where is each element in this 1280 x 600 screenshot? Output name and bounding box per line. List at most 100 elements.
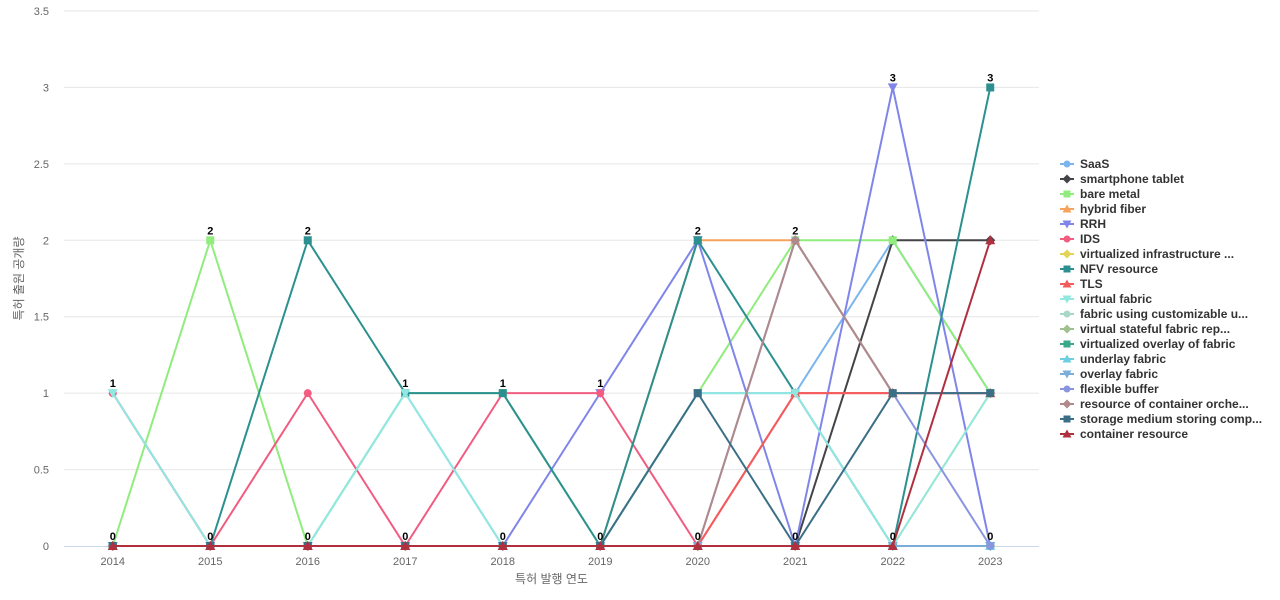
x-tick-label: 2020	[686, 556, 710, 568]
data-point	[888, 236, 897, 245]
data-point	[206, 236, 215, 245]
legend-item-resource-of-container-orche[interactable]: resource of container orche...	[1060, 397, 1249, 411]
data-point	[497, 541, 508, 550]
y-tick-label: 2	[43, 235, 49, 247]
data-label: 0	[207, 531, 213, 543]
series-group	[107, 83, 996, 551]
legend-symbol	[1062, 174, 1072, 184]
x-tick-label: 2017	[393, 556, 417, 568]
grid-lines	[64, 10, 1039, 471]
legend-label: flexible buffer	[1080, 382, 1159, 396]
series-line	[112, 239, 992, 547]
legend-item-flexible-buffer[interactable]: flexible buffer	[1060, 382, 1159, 396]
legend-symbol	[1063, 340, 1071, 348]
legend-label: virtual fabric	[1080, 292, 1152, 306]
data-point	[693, 236, 702, 245]
data-label: 0	[402, 531, 408, 543]
legend-symbol	[1063, 265, 1071, 273]
data-point	[888, 389, 897, 398]
data-point	[790, 541, 801, 550]
legend-item-hybrid-fiber[interactable]: hybrid fiber	[1060, 202, 1146, 216]
data-label: 0	[500, 531, 506, 543]
data-point	[986, 542, 995, 550]
data-label: 0	[305, 531, 311, 543]
legend-label: virtual stateful fabric rep...	[1080, 322, 1230, 336]
data-point	[692, 541, 703, 550]
legend-symbol	[1062, 370, 1072, 379]
data-point	[887, 83, 898, 93]
data-point	[400, 389, 411, 399]
data-label: 0	[695, 531, 701, 543]
legend-symbol	[1062, 354, 1072, 363]
legend-item-virtual-stateful-fabric-rep[interactable]: virtual stateful fabric rep...	[1060, 322, 1230, 336]
legend-symbol	[1062, 399, 1072, 409]
legend-label: overlay fabric	[1080, 367, 1158, 381]
legend-item-virtual-fabric[interactable]: virtual fabric	[1060, 292, 1152, 306]
data-point	[693, 389, 702, 398]
legend-symbol	[1062, 249, 1072, 259]
legend-label: IDS	[1080, 232, 1100, 246]
y-tick-label: 0.5	[34, 465, 49, 477]
y-axis-title: 특허 출원 공개량	[12, 237, 26, 321]
data-label: 0	[987, 531, 993, 543]
legend-item-overlay-fabric[interactable]: overlay fabric	[1060, 367, 1158, 381]
series-container-resource	[107, 235, 996, 550]
legend-item-rrh[interactable]: RRH	[1060, 217, 1106, 231]
x-tick-label: 2022	[881, 556, 905, 568]
data-point	[985, 235, 996, 245]
data-label: 1	[110, 378, 116, 390]
legend-item-ids[interactable]: IDS	[1060, 232, 1100, 246]
data-label: 1	[402, 378, 408, 390]
legend-symbol	[1063, 190, 1071, 198]
x-tick-label: 2016	[296, 556, 320, 568]
data-label: 2	[695, 225, 701, 237]
y-tick-label: 1.5	[34, 312, 49, 324]
legend-label: hybrid fiber	[1080, 202, 1146, 216]
legend-item-virtualized-infrastructure[interactable]: virtualized infrastructure ...	[1060, 247, 1234, 261]
data-point	[107, 389, 118, 399]
data-point	[302, 541, 313, 550]
legend-symbol	[1063, 385, 1071, 393]
x-tick-label: 2018	[491, 556, 515, 568]
legend-label: SaaS	[1080, 157, 1109, 171]
legend-label: bare metal	[1080, 187, 1140, 201]
data-point	[887, 541, 898, 550]
data-label: 0	[792, 531, 798, 543]
data-label: 0	[110, 531, 116, 543]
legend-symbol	[1063, 160, 1071, 168]
legend-symbol	[1062, 295, 1072, 304]
x-tick-label: 2019	[588, 556, 612, 568]
x-axis-ticks: 2014 2015 2016 2017 2018 2019 2020 2021 2022 2023	[101, 556, 1003, 568]
legend-item-virtualized-overlay-of-fabric[interactable]: virtualized overlay of fabric	[1060, 337, 1236, 351]
y-tick-label: 0	[43, 541, 49, 553]
y-tick-label: 2.5	[34, 159, 49, 171]
data-point	[790, 389, 801, 399]
legend-item-saas[interactable]: SaaS	[1060, 157, 1109, 171]
legend-item-tls[interactable]: TLS	[1060, 277, 1103, 291]
legend-item-fabric-using-customizable-u[interactable]: fabric using customizable u...	[1060, 307, 1248, 321]
x-tick-label: 2014	[101, 556, 125, 568]
legend-symbol	[1062, 429, 1072, 438]
x-tick-label: 2015	[198, 556, 222, 568]
data-point	[303, 389, 312, 398]
legend-item-nfv-resource[interactable]: NFV resource	[1060, 262, 1158, 276]
legend-label: container resource	[1080, 427, 1188, 441]
data-label: 1	[597, 378, 603, 390]
legend-item-bare-metal[interactable]: bare metal	[1060, 187, 1140, 201]
data-point	[986, 389, 995, 398]
legend-symbol	[1062, 204, 1072, 213]
legend-label: resource of container orche...	[1080, 397, 1249, 411]
legend-item-smartphone-tablet[interactable]: smartphone tablet	[1060, 172, 1184, 186]
legend-item-underlay-fabric[interactable]: underlay fabric	[1060, 352, 1166, 366]
data-labels: 1 2 2 1 1 1 2 2 3 3 0 0 0 0 0 0 0 0 0 0	[110, 72, 994, 543]
legend-label: NFV resource	[1080, 262, 1158, 276]
data-label: 0	[890, 531, 896, 543]
y-tick-label: 3	[43, 82, 49, 94]
legend-symbol	[1063, 415, 1071, 423]
legend-label: TLS	[1080, 277, 1103, 291]
legend-item-storage-medium-storing-comp[interactable]: storage medium storing comp...	[1060, 412, 1262, 426]
legend-item-container-resource[interactable]: container resource	[1060, 427, 1188, 441]
data-label: 2	[305, 225, 311, 237]
